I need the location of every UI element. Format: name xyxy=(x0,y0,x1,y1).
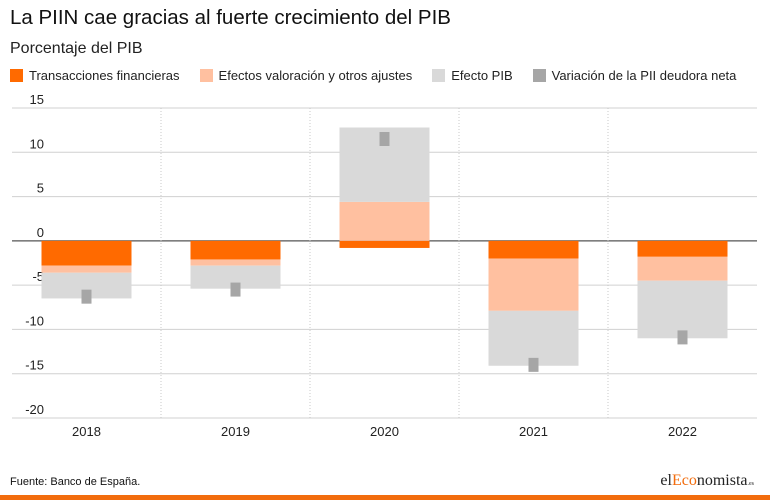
net-change-marker xyxy=(528,357,539,372)
bar-segment xyxy=(488,240,579,259)
legend-label: Transacciones financieras xyxy=(29,68,180,83)
y-tick-label: -15 xyxy=(25,358,44,373)
brand-bar xyxy=(0,495,770,500)
legend-swatch xyxy=(532,69,546,82)
legend-label: Efectos valoración y otros ajustes xyxy=(218,68,413,83)
y-tick-label: -5 xyxy=(32,269,44,284)
stacked-bar-chart: 15 10 5 0 -5 -10 -15 -20 2018 2019 2020 2021 2022 xyxy=(12,92,757,439)
y-tick-label: 0 xyxy=(37,225,44,240)
legend-item-efecto-pib: Efecto PIB xyxy=(432,68,513,83)
legend-label: Efecto PIB xyxy=(451,68,513,83)
net-change-marker xyxy=(379,132,390,146)
legend-item-transacciones: Transacciones financieras xyxy=(10,68,180,83)
net-change-marker xyxy=(677,330,688,345)
y-tick-label: -20 xyxy=(25,402,44,417)
legend: Transacciones financieras Efectos valora… xyxy=(10,68,756,83)
bar-segment xyxy=(190,259,281,266)
y-tick-label: 10 xyxy=(30,136,44,151)
x-tick-label: 2019 xyxy=(221,424,250,439)
bar-segment xyxy=(41,240,132,266)
legend-label: Variación de la PII deudora neta xyxy=(551,68,737,83)
chart-title: La PIIN cae gracias al fuerte crecimient… xyxy=(10,6,451,29)
bar-segment xyxy=(637,280,728,339)
bar-segment xyxy=(488,310,579,366)
bar-segment xyxy=(339,240,430,248)
bar-segment xyxy=(190,265,281,289)
y-tick-label: 15 xyxy=(30,92,44,107)
bar-segment xyxy=(190,240,281,260)
bar-segment xyxy=(41,265,132,273)
bar-segment xyxy=(637,256,728,281)
legend-item-variacion-pii: Variación de la PII deudora neta xyxy=(532,68,737,83)
net-change-marker xyxy=(230,282,241,297)
bar-segment xyxy=(339,201,430,241)
legend-swatch xyxy=(199,69,213,82)
x-tick-label: 2020 xyxy=(370,424,399,439)
brand-logo: elEconomista.es xyxy=(660,472,754,489)
y-tick-label: -10 xyxy=(25,313,44,328)
legend-item-efectos-valoracion: Efectos valoración y otros ajustes xyxy=(199,68,413,83)
chart-subtitle: Porcentaje del PIB xyxy=(10,40,143,57)
net-change-marker xyxy=(81,289,92,304)
x-tick-label: 2018 xyxy=(72,424,101,439)
bar-segment xyxy=(488,258,579,311)
x-tick-label: 2021 xyxy=(519,424,548,439)
legend-swatch xyxy=(432,69,446,82)
legend-swatch xyxy=(10,69,23,82)
y-tick-label: 5 xyxy=(37,181,44,196)
x-tick-label: 2022 xyxy=(668,424,697,439)
bar-segment xyxy=(637,240,728,257)
source-note: Fuente: Banco de España. xyxy=(10,476,141,488)
